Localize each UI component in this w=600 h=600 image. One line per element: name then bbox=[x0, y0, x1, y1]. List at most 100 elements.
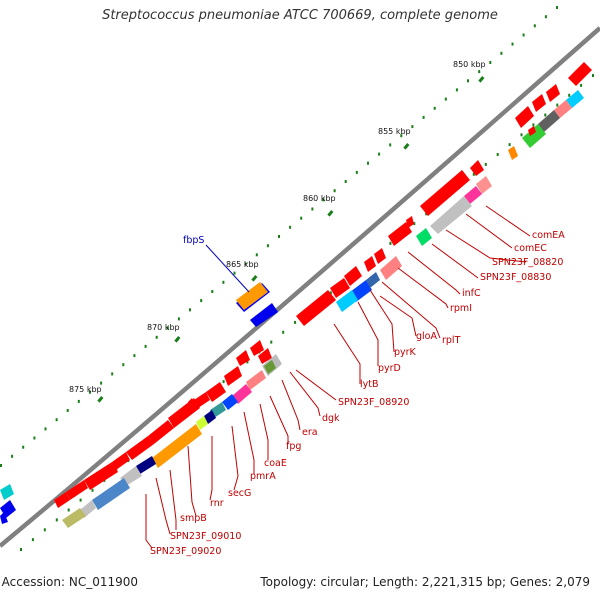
salmon-gene bbox=[554, 100, 572, 118]
minor-tick bbox=[11, 454, 14, 458]
gene-label: comEC bbox=[514, 243, 547, 254]
minor-tick bbox=[389, 143, 392, 147]
minor-tick bbox=[177, 317, 180, 321]
salmon-gene bbox=[246, 370, 266, 390]
forward-genes[interactable]: fbpS bbox=[183, 235, 278, 327]
minor-tick bbox=[79, 498, 82, 502]
green-gene bbox=[416, 228, 432, 246]
minor-tick bbox=[246, 360, 249, 364]
major-tick bbox=[97, 396, 104, 403]
orange-forward-gene bbox=[236, 282, 268, 310]
major-tick bbox=[174, 336, 181, 343]
reverse-genes-lower[interactable] bbox=[0, 340, 282, 528]
minor-tick bbox=[472, 172, 475, 176]
magenta-gene bbox=[232, 384, 252, 404]
minor-tick bbox=[44, 427, 47, 431]
reverse-gene bbox=[112, 452, 130, 470]
minor-tick bbox=[522, 33, 525, 37]
tick-label-865: 865 kbp bbox=[226, 260, 259, 269]
gene-label: SPN23F_09010 bbox=[170, 531, 241, 542]
magenta-gene bbox=[464, 186, 482, 204]
tick-label-855: 855 kbp bbox=[378, 127, 411, 136]
minor-tick bbox=[100, 381, 103, 385]
salmon-gene bbox=[380, 256, 402, 280]
minor-tick bbox=[568, 93, 571, 97]
minor-tick bbox=[282, 330, 285, 334]
minor-tick bbox=[91, 488, 94, 492]
olive-gene bbox=[264, 360, 276, 374]
minor-tick bbox=[489, 61, 492, 64]
minor-tick bbox=[155, 335, 158, 339]
minor-tick bbox=[233, 271, 236, 275]
minor-tick bbox=[496, 153, 499, 156]
reverse-gene bbox=[515, 106, 534, 128]
minor-tick bbox=[22, 445, 25, 449]
cyan-gene bbox=[336, 290, 358, 312]
gene-label: dgk bbox=[322, 413, 340, 424]
minor-tick bbox=[244, 262, 247, 266]
tick-label-870: 870 kbp bbox=[147, 323, 180, 332]
reverse-gene bbox=[546, 84, 560, 102]
minor-tick bbox=[544, 15, 547, 19]
reverse-gene bbox=[54, 492, 70, 508]
gene-label: SPN23F_08830 bbox=[480, 272, 551, 283]
tick-label-875: 875 kbp bbox=[69, 385, 102, 394]
blue-gene bbox=[222, 394, 238, 410]
major-tick bbox=[403, 143, 410, 150]
gene-label: SPN23F_08820 bbox=[492, 257, 563, 268]
minor-tick bbox=[389, 241, 392, 245]
reverse-gene bbox=[188, 398, 194, 410]
minor-tick bbox=[556, 103, 559, 107]
reverse-genes-upper[interactable] bbox=[388, 62, 592, 246]
minor-tick bbox=[508, 143, 511, 147]
gene-label: SPN23F_08920 bbox=[338, 397, 409, 408]
reverse-gene bbox=[236, 350, 250, 366]
genome-summary-text: Topology: circular; Length: 2,221,315 bp… bbox=[260, 575, 590, 589]
green-gene bbox=[522, 124, 546, 148]
genome-backbone bbox=[0, 26, 600, 548]
gene-label: lytB bbox=[360, 379, 379, 390]
gene-label: comEA bbox=[532, 230, 565, 241]
minor-tick bbox=[425, 212, 428, 216]
minor-tick bbox=[278, 235, 280, 238]
minor-tick bbox=[77, 399, 80, 403]
minor-tick bbox=[344, 180, 347, 183]
reverse-gene bbox=[528, 126, 536, 136]
reverse-gene bbox=[206, 382, 226, 402]
reverse-gene bbox=[84, 462, 118, 490]
minor-tick bbox=[467, 79, 469, 83]
map-title: Streptococcus pneumoniae ATCC 700669, co… bbox=[102, 8, 498, 23]
minor-tick bbox=[144, 344, 147, 348]
reverse-gene bbox=[406, 216, 414, 228]
minor-tick bbox=[329, 291, 332, 295]
minor-tick bbox=[55, 518, 58, 522]
navy-gene bbox=[136, 456, 156, 474]
grey-gene bbox=[538, 110, 560, 132]
minor-tick bbox=[433, 106, 436, 110]
tick-label-850: 850 kbp bbox=[453, 60, 486, 69]
reverse-genes-middle[interactable] bbox=[296, 248, 402, 326]
gene-label: pmrA bbox=[250, 471, 276, 482]
reverse-gene bbox=[374, 248, 386, 264]
major-tick bbox=[478, 76, 485, 83]
minor-tick bbox=[520, 133, 523, 137]
minor-tick bbox=[189, 308, 191, 312]
reverse-gene bbox=[532, 94, 546, 112]
reverse-gene bbox=[420, 170, 470, 216]
reverse-gene bbox=[296, 290, 336, 326]
gene-label: fpg bbox=[286, 441, 301, 452]
gene-label: gloA bbox=[416, 331, 437, 342]
minor-tick bbox=[378, 152, 381, 156]
reverse-gene bbox=[364, 256, 376, 272]
reverse-gene bbox=[258, 348, 272, 364]
reverse-gene bbox=[330, 278, 350, 298]
minor-tick bbox=[500, 51, 503, 55]
minor-tick bbox=[31, 538, 34, 542]
minor-tick bbox=[66, 409, 69, 412]
minor-tick bbox=[289, 225, 292, 229]
reverse-gene bbox=[126, 436, 154, 460]
minor-tick bbox=[544, 113, 547, 117]
tick-label-860: 860 kbp bbox=[303, 194, 336, 203]
minor-tick bbox=[511, 42, 514, 46]
